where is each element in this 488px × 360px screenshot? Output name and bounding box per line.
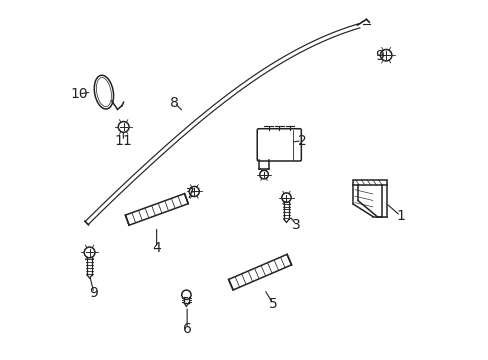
- Text: 9: 9: [375, 49, 384, 63]
- Text: 6: 6: [183, 322, 191, 336]
- Text: 8: 8: [170, 96, 179, 110]
- Text: 11: 11: [114, 134, 132, 148]
- Text: 4: 4: [152, 241, 161, 255]
- Text: 1: 1: [395, 209, 404, 223]
- Text: 9: 9: [89, 286, 98, 300]
- Text: 7: 7: [186, 187, 195, 201]
- Text: 10: 10: [70, 87, 87, 101]
- Text: 3: 3: [291, 218, 300, 232]
- Text: 2: 2: [297, 134, 305, 148]
- Text: 5: 5: [268, 297, 277, 311]
